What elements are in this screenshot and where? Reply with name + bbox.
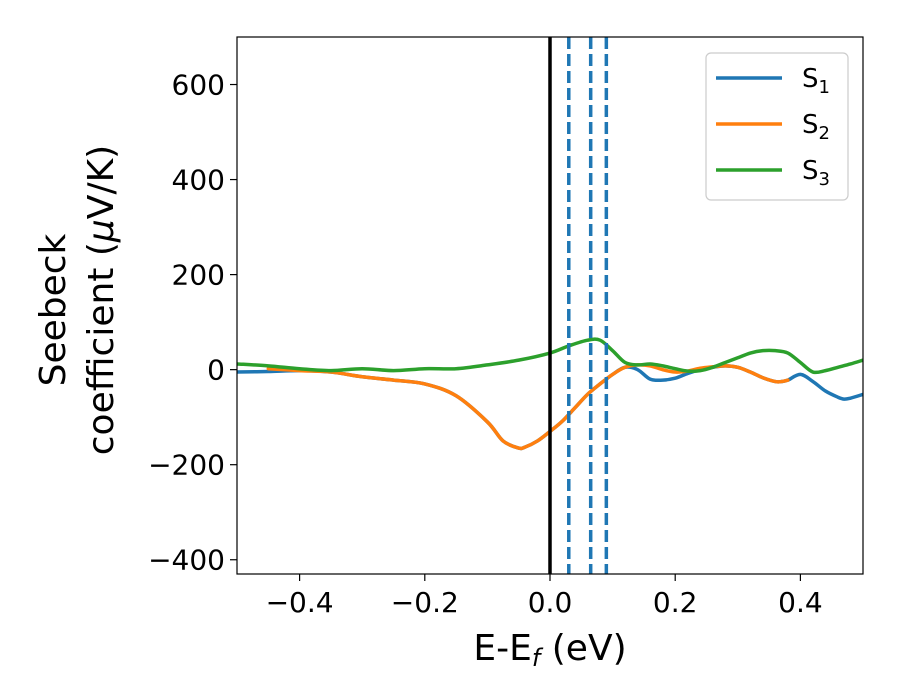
y-axis-label-line2: coefficient (μV/K) [81,145,122,455]
legend-label-s2: S2 [802,110,830,144]
x-tick-label: 0.0 [528,586,573,619]
x-axis-label: E-Ef (eV) [473,628,626,672]
y-tick-label: −400 [148,544,225,577]
y-tick-label: 400 [172,164,225,197]
legend-label-s1: S1 [802,64,830,98]
y-axis-label-line1: Seebeck [33,233,74,386]
x-tick-label: −0.2 [391,586,459,619]
x-tick-label: −0.4 [266,586,334,619]
legend-box [705,52,849,201]
y-tick-label: 0 [207,354,225,387]
y-axis: −400 −200 0 200 400 600 [148,69,237,577]
y-tick-label: −200 [148,449,225,482]
y-tick-label: 200 [172,259,225,292]
x-tick-label: 0.4 [778,586,823,619]
x-axis: −0.4 −0.2 0.0 0.2 0.4 [266,574,823,619]
x-tick-label: 0.2 [653,586,698,619]
y-tick-label: 600 [172,69,225,102]
legend-label-s3: S3 [802,156,830,190]
plot-area [237,37,863,574]
series-line-s3 [237,337,863,375]
series-line-s2 [266,363,790,451]
legend: S1 S2 S3 [705,52,849,201]
